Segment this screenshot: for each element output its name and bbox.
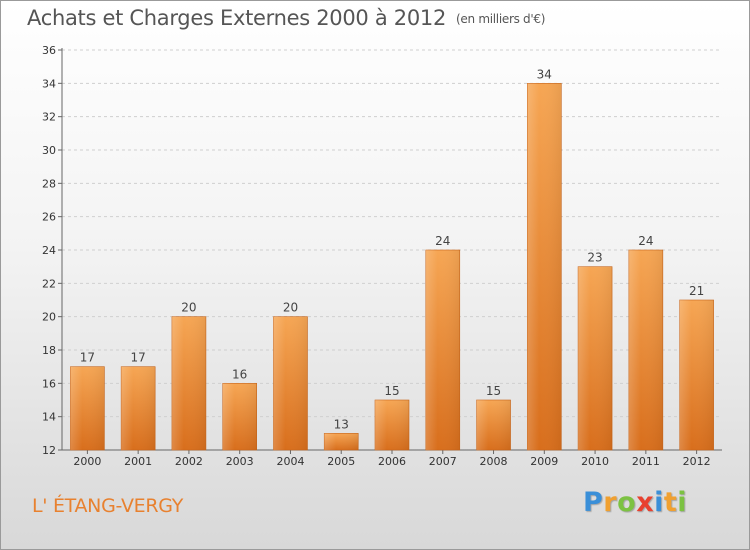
y-tick-label: 30 <box>42 144 56 157</box>
x-tick-label: 2005 <box>327 455 355 468</box>
value-label: 24 <box>638 234 653 248</box>
x-tick-label: 2001 <box>124 455 152 468</box>
x-tick-label: 2010 <box>581 455 609 468</box>
y-tick-label: 22 <box>42 277 56 290</box>
bar-shine <box>171 316 206 450</box>
y-tick-label: 20 <box>42 311 56 324</box>
y-tick-label: 14 <box>42 411 56 424</box>
y-tick-label: 16 <box>42 377 56 390</box>
x-tick-label: 2007 <box>429 455 457 468</box>
value-label: 15 <box>486 384 501 398</box>
x-tick-label: 2002 <box>175 455 203 468</box>
x-tick-label: 2011 <box>632 455 660 468</box>
bar-shine <box>679 300 714 450</box>
x-tick-label: 2006 <box>378 455 406 468</box>
value-label: 13 <box>334 417 349 431</box>
y-tick-label: 12 <box>42 444 56 457</box>
y-tick-label: 32 <box>42 111 56 124</box>
logo-letter: t <box>663 487 678 518</box>
value-label: 34 <box>537 67 552 81</box>
logo-letter: i <box>677 487 688 518</box>
x-tick-label: 2008 <box>480 455 508 468</box>
y-tick-label: 18 <box>42 344 56 357</box>
value-label: 15 <box>384 384 399 398</box>
value-label: 17 <box>131 351 146 365</box>
x-tick-label: 2004 <box>276 455 304 468</box>
logo-letter: o <box>617 487 637 518</box>
logo-letter: i <box>654 487 664 518</box>
value-label: 24 <box>435 234 450 248</box>
bar-shine <box>121 366 156 450</box>
y-tick-label: 28 <box>42 177 56 190</box>
logo-letter: x <box>636 487 655 518</box>
logo-letter: r <box>603 487 618 518</box>
y-tick-label: 34 <box>42 77 56 90</box>
value-label: 20 <box>283 301 298 315</box>
y-tick-label: 24 <box>42 244 56 257</box>
chart-title: Achats et Charges Externes 2000 à 2012 (e… <box>27 6 545 30</box>
x-tick-label: 2012 <box>683 455 711 468</box>
value-label: 20 <box>181 301 196 315</box>
bar-shine <box>527 83 562 450</box>
logo-letter: P <box>583 487 604 518</box>
y-tick-label: 36 <box>42 44 56 57</box>
commune-name: L' ÉTANG-VERGY <box>32 495 184 517</box>
y-tick-label: 26 <box>42 211 56 224</box>
bar-shine <box>70 366 105 450</box>
chart-unit-text: (en milliers d'€) <box>456 12 546 26</box>
x-tick-label: 2003 <box>226 455 254 468</box>
bar-shine <box>375 400 409 450</box>
bar-shine <box>628 250 663 450</box>
bar-shine <box>222 383 257 450</box>
value-label: 23 <box>587 251 602 265</box>
value-label: 17 <box>80 351 95 365</box>
value-label: 16 <box>232 367 247 381</box>
bar-shine <box>578 266 613 450</box>
label-layer: 2000 17 2001 17 2002 20 2003 16 2004 20 2005 13 2006… <box>73 67 710 468</box>
bar-shine <box>273 316 308 450</box>
x-tick-label: 2000 <box>73 455 101 468</box>
value-label: 21 <box>689 284 704 298</box>
chart-title-text: Achats et Charges Externes 2000 à 2012 <box>27 6 447 30</box>
proxiti-logo[interactable]: Proxiti <box>583 487 687 518</box>
x-tick-label: 2009 <box>530 455 558 468</box>
bar-shine <box>324 433 359 450</box>
bar-layer <box>70 83 714 451</box>
bar-shine <box>425 250 460 450</box>
bar-shine <box>476 400 511 450</box>
